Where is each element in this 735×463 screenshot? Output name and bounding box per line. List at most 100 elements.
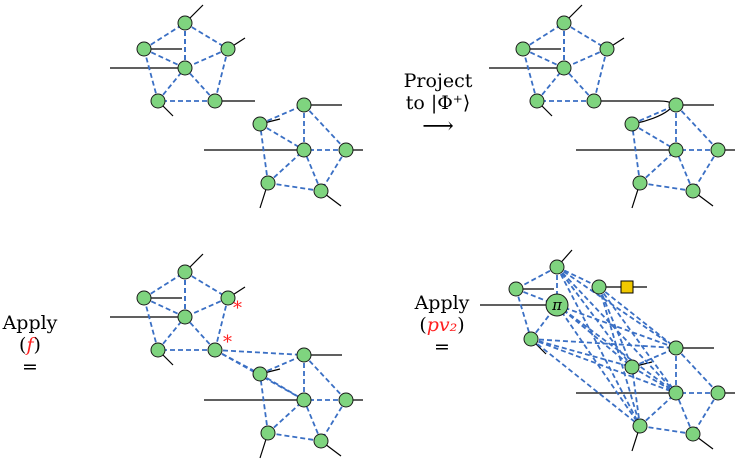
tensor-node-ur xyxy=(220,41,236,57)
tensor-node-ll xyxy=(150,342,166,358)
tensor-node-c xyxy=(296,142,312,158)
project-label: Project to |Φ⁺⟩ ⟶ xyxy=(388,70,488,138)
apply-pv-function: pv₂ xyxy=(426,314,458,336)
tensor-node-ul xyxy=(515,41,531,57)
hub-edge xyxy=(631,123,677,151)
apply-pv-label: Apply (pv₂) = xyxy=(404,292,480,358)
tensor-node-bl xyxy=(632,175,648,191)
pentagon-edge xyxy=(631,366,641,427)
tensor-node-top xyxy=(556,15,572,31)
tensor-node-ul xyxy=(508,281,524,297)
pentagon-edge xyxy=(639,425,694,435)
star-marker: * xyxy=(233,298,242,319)
pentagon-edge xyxy=(639,182,694,192)
apply-pv-close-paren: ) xyxy=(457,314,465,336)
apply-f-function: f xyxy=(26,334,34,356)
tensor-node-bl xyxy=(260,425,276,441)
pentagon-edge xyxy=(259,373,269,434)
pentagon-edge xyxy=(593,48,608,102)
pentagon-edge xyxy=(563,22,608,50)
tensor-node-ur xyxy=(220,290,236,306)
apply-pv-line1: Apply xyxy=(414,292,470,314)
long-range-edge xyxy=(530,338,677,394)
apply-pv-equals: = xyxy=(434,336,450,358)
apply-pv-line2: (pv₂) xyxy=(404,314,480,336)
tensor-node-br xyxy=(313,183,329,199)
long-range-edge xyxy=(556,266,677,349)
tensor-node-lr xyxy=(207,93,223,109)
long-range-edge xyxy=(556,304,677,349)
tensor-node-c xyxy=(668,385,684,401)
pentagon-edge xyxy=(143,48,159,102)
pentagon-edge xyxy=(267,432,322,442)
tensor-node-br xyxy=(685,183,701,199)
hub-edge xyxy=(267,399,305,434)
tensor-node-lr xyxy=(586,93,602,109)
tensor-node-c xyxy=(556,60,572,76)
apply-f-equals: = xyxy=(22,356,38,378)
pentagon-edge xyxy=(692,392,719,435)
apply-pv-open-paren: ( xyxy=(419,314,427,336)
pentagon-edge xyxy=(184,22,229,50)
tensor-node-l xyxy=(624,359,640,375)
pentagon-edge xyxy=(675,347,719,394)
pi-tensor-node xyxy=(545,293,569,317)
tensor-node-bl xyxy=(260,175,276,191)
hub-edge xyxy=(267,149,305,184)
tensor-node-c xyxy=(177,309,193,325)
long-range-edge xyxy=(598,286,641,427)
hub-edge xyxy=(639,149,677,184)
tensor-node-c xyxy=(668,142,684,158)
hub-edge xyxy=(259,123,305,151)
hub-edge xyxy=(639,392,677,427)
tensor-node-r xyxy=(710,385,726,401)
project-arrow: ⟶ xyxy=(422,114,454,139)
pentagon-edge xyxy=(214,48,229,102)
tensor-node-br xyxy=(313,433,329,449)
projection-curve xyxy=(594,100,673,125)
tensor-node-c xyxy=(177,60,193,76)
tensor-node-top xyxy=(296,97,312,113)
tensor-node-br xyxy=(685,426,701,442)
long-range-edge xyxy=(530,338,641,427)
tensor-node-ll xyxy=(523,331,539,347)
pentagon-edge xyxy=(303,354,347,401)
pentagon-edge xyxy=(143,22,186,50)
tensor-node-top xyxy=(296,347,312,363)
tensor-node-l xyxy=(624,116,640,132)
tensor-node-lr xyxy=(207,342,223,358)
pentagon-edge xyxy=(320,149,347,192)
pentagon-edge xyxy=(259,123,269,184)
pentagon-edge xyxy=(184,271,229,299)
pentagon-edge xyxy=(143,271,186,299)
tensor-node-top xyxy=(668,340,684,356)
pentagon-edge xyxy=(522,48,538,102)
long-range-edge xyxy=(556,266,633,368)
long-range-edge xyxy=(556,266,677,394)
tensor-node-top xyxy=(668,97,684,113)
apply-f-line1: Apply xyxy=(2,312,58,334)
pentagon-edge xyxy=(522,22,565,50)
tensor-node-top xyxy=(549,259,565,275)
tensor-node-l xyxy=(252,366,268,382)
pentagon-edge xyxy=(631,123,641,184)
long-range-edge xyxy=(598,286,677,349)
pentagon-edge xyxy=(214,297,229,351)
pentagon-edge xyxy=(143,297,159,351)
square-tensor xyxy=(620,280,634,294)
contracted-edge xyxy=(214,349,305,356)
long-range-edge xyxy=(598,286,633,368)
pentagon-edge xyxy=(267,182,322,192)
pentagon-edge xyxy=(692,149,719,192)
pentagon-edge xyxy=(320,399,347,442)
pentagon-edge xyxy=(303,104,347,151)
tensor-node-ll xyxy=(150,93,166,109)
long-range-edge xyxy=(556,304,641,427)
tensor-node-top xyxy=(177,15,193,31)
long-range-edge xyxy=(530,338,633,368)
tensor-node-ur xyxy=(599,41,615,57)
tensor-node-top xyxy=(177,264,193,280)
project-label-line2: to |Φ⁺⟩ xyxy=(405,92,471,114)
apply-f-line2: (f) xyxy=(0,334,60,356)
